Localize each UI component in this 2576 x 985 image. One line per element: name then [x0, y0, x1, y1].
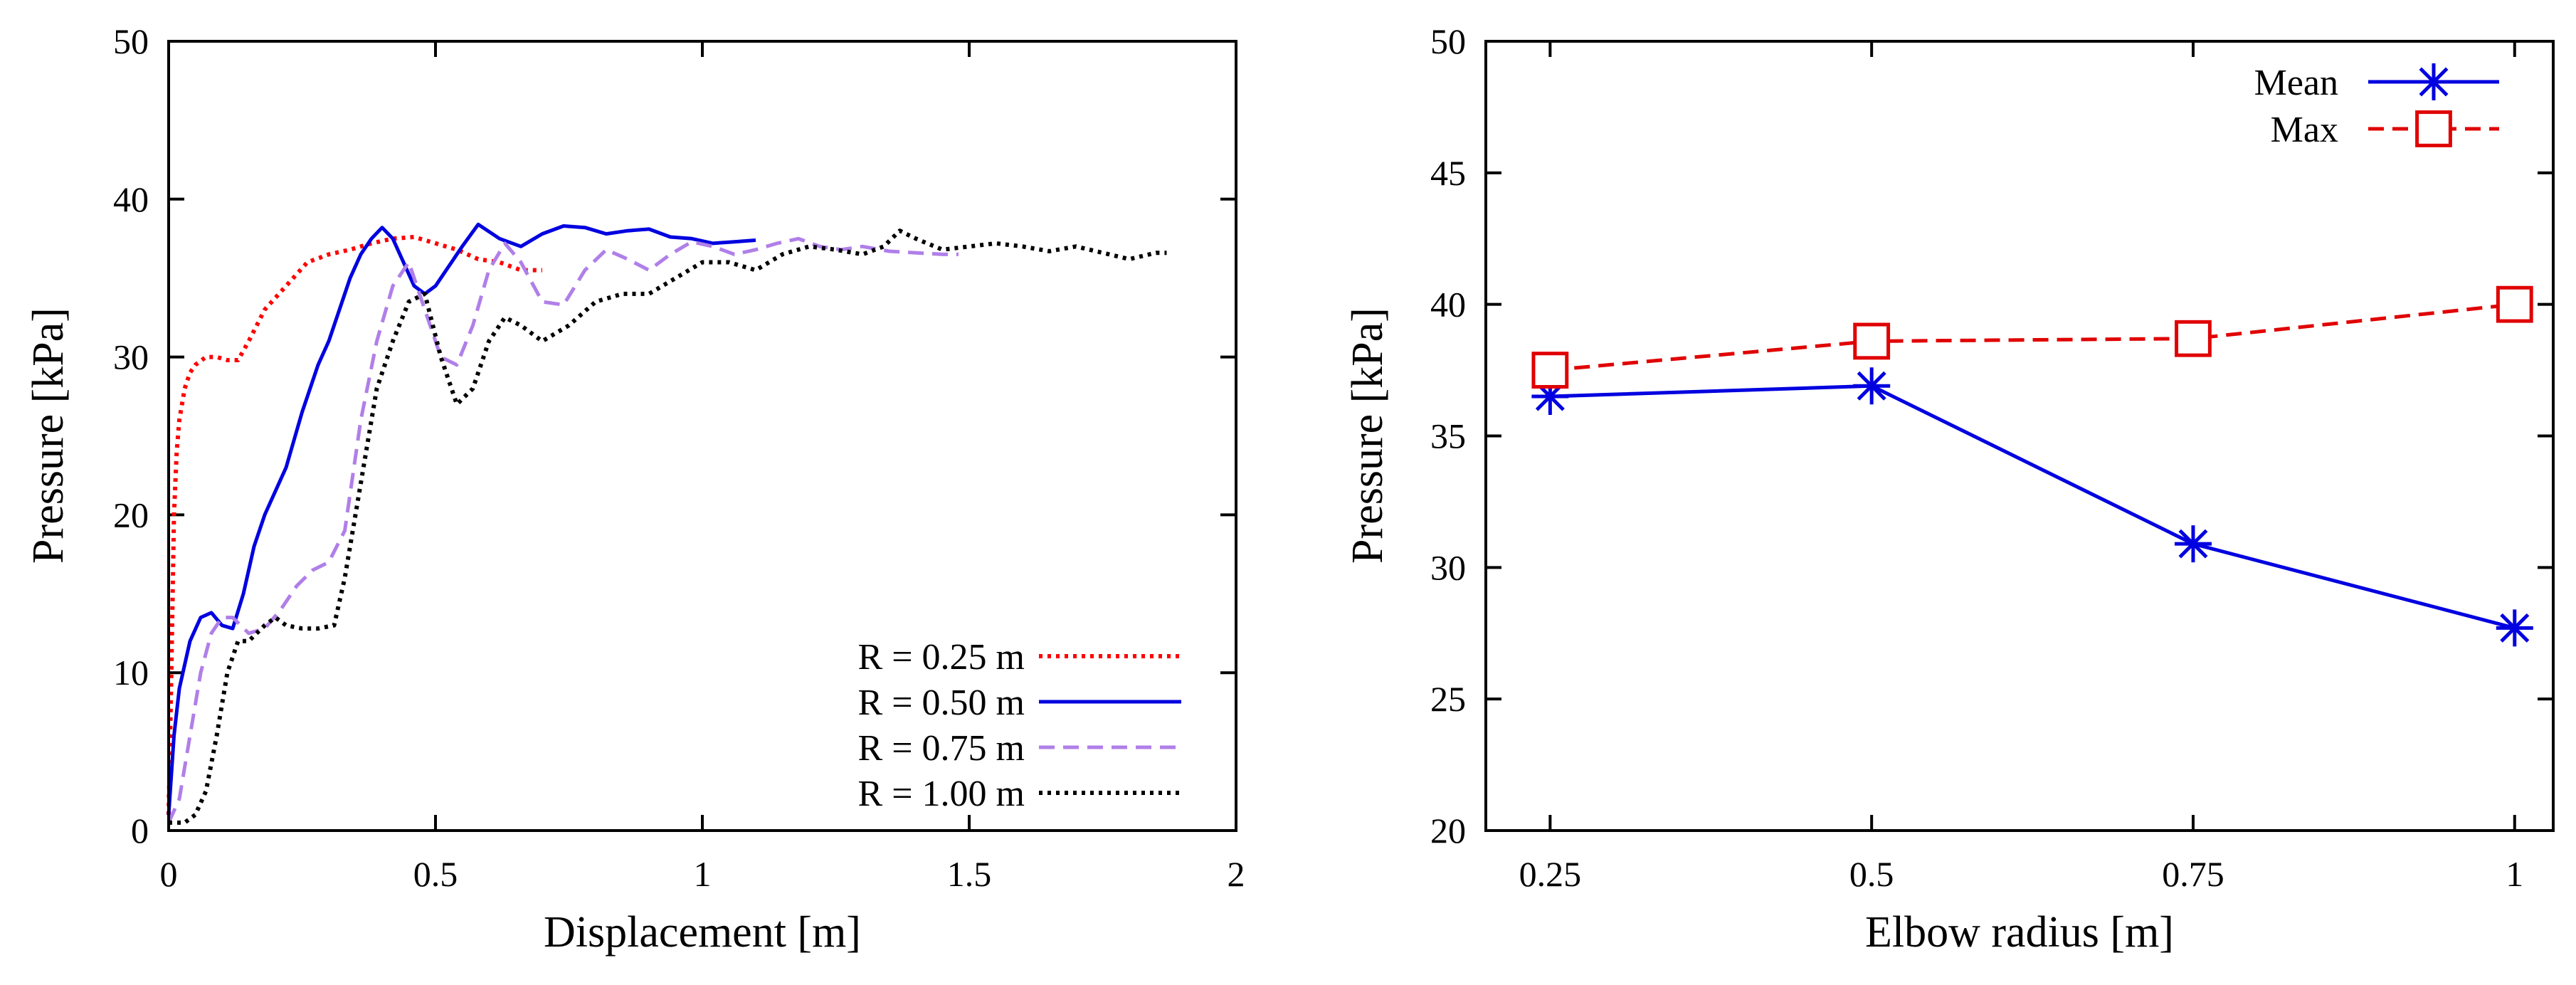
left-chart-y-tick-label: 40: [113, 179, 149, 219]
legend-label: Max: [2271, 110, 2338, 150]
left-chart-x-tick-label: 0.5: [413, 854, 458, 894]
right-chart-x-axis-title: Elbow radius [m]: [1865, 908, 2174, 957]
series-line-mean: [1550, 384, 2516, 630]
right-chart-y-tick-label: 30: [1430, 547, 1466, 587]
data-point-max-square-marker: [2496, 285, 2533, 323]
left-chart-y-tick-label: 10: [113, 653, 149, 692]
left-chart-legend: R = 0.25 m R = 0.50 m R = 0.75 m R = 1.00 m: [858, 637, 1181, 814]
left-chart-x-axis-title: Displacement [m]: [544, 908, 861, 957]
left-chart-x-tick-label: 1: [694, 854, 712, 894]
data-point-max-square-marker: [2175, 320, 2212, 357]
right-chart-plot-frame: [1484, 40, 2555, 832]
right-chart-legend: Mean Max: [2254, 63, 2499, 150]
right-chart-y-tick-label: 50: [1430, 21, 1466, 61]
right-chart-y-tick-label: 25: [1430, 679, 1466, 719]
right-chart-x-tick-label: 0.5: [1849, 854, 1894, 894]
legend-label: Mean: [2254, 63, 2338, 103]
series-line-r-0-75-m: [167, 236, 959, 823]
left-chart-series: [167, 222, 1167, 825]
pressure-vs-elbow-radius-chart: 0.25 0.5 0.75 1 20 25 30 35 40 45 50 Elbow radius …: [1344, 21, 2555, 957]
legend-marker-asterisk-marker: [2415, 63, 2452, 100]
right-chart-x-tick-label: 0.75: [2162, 854, 2224, 894]
data-point-mean-asterisk-marker: [1853, 367, 1891, 405]
right-chart-y-tick-label: 20: [1430, 811, 1466, 850]
legend-marker-square-marker: [2415, 110, 2452, 147]
data-point-mean-asterisk-marker: [2174, 525, 2212, 563]
legend-label: R = 0.50 m: [858, 683, 1025, 723]
right-chart-tick-labels: 0.25 0.5 0.75 1 20 25 30 35 40 45 50: [1430, 21, 2523, 894]
right-chart-y-tick-label: 40: [1430, 285, 1466, 325]
left-chart-y-axis-title: Pressure [kPa]: [24, 307, 73, 564]
legend-label: R = 0.75 m: [858, 728, 1025, 769]
series-line-r-0-50-m: [167, 222, 756, 815]
left-chart-x-tick-label: 2: [1228, 854, 1245, 894]
left-chart-y-tick-label: 30: [113, 337, 149, 377]
series-line-r-1-00-m: [169, 228, 1167, 825]
data-point-mean-asterisk-marker: [2496, 609, 2533, 647]
data-point-max-square-marker: [1853, 322, 1891, 360]
left-chart-x-tick-label: 0: [160, 854, 178, 894]
left-chart-x-tick-label: 1.5: [947, 854, 992, 894]
left-chart-y-tick-label: 50: [113, 21, 149, 61]
legend-label: R = 1.00 m: [858, 774, 1025, 814]
right-chart-series: [1531, 285, 2533, 647]
left-chart-plot-frame: [167, 40, 1237, 832]
right-chart-x-tick-label: 1: [2506, 854, 2523, 894]
series-line-max: [1550, 302, 2516, 372]
right-chart-ticks: [1486, 40, 2553, 832]
right-chart-y-axis-title: Pressure [kPa]: [1344, 307, 1392, 564]
series-line-r-0-25-m: [167, 235, 542, 815]
right-chart-y-tick-label: 35: [1430, 416, 1466, 456]
left-chart-y-tick-label: 0: [131, 811, 149, 850]
right-chart-x-tick-label: 0.25: [1519, 854, 1582, 894]
legend-label: R = 0.25 m: [858, 637, 1025, 678]
right-chart-y-tick-label: 45: [1430, 153, 1466, 193]
left-chart-y-tick-label: 20: [113, 495, 149, 534]
left-chart-ticks: [167, 40, 1237, 832]
data-point-max-square-marker: [1531, 352, 1569, 389]
